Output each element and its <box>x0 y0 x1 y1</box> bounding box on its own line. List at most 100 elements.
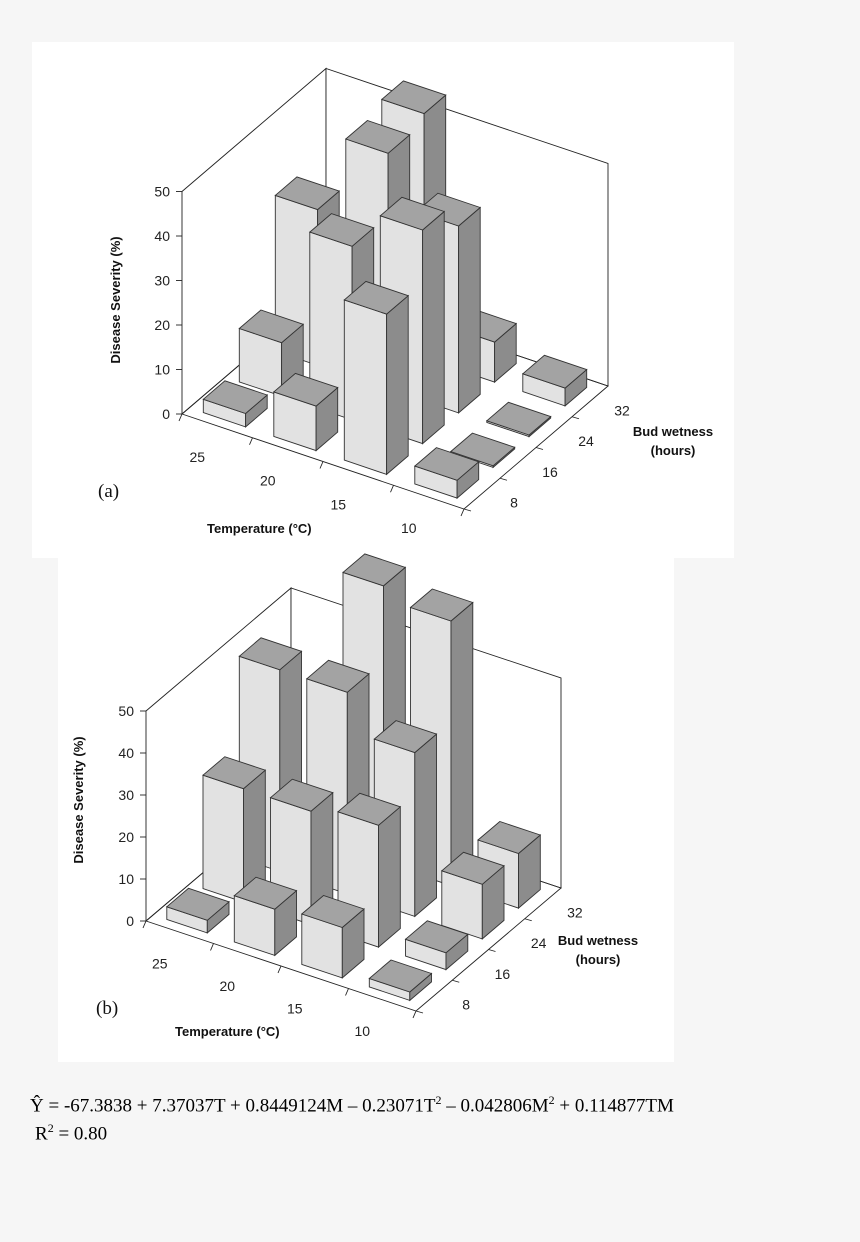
chart-a-z-tick-label: 30 <box>154 273 170 289</box>
eq-part-2: – 0.042806M <box>441 1095 549 1117</box>
panel-b: 0 10 20 30 40 50 25 20 15 10 8 16 24 32 Disease Severi… <box>58 553 674 1062</box>
bar-top-face <box>202 380 269 415</box>
chart-a-bar-T15-W8 <box>343 280 410 476</box>
bar-top-face <box>165 887 230 921</box>
chart-b-bar-T10-W8 <box>368 959 433 1002</box>
chart-a: 0 10 20 30 40 50 25 20 15 10 8 16 24 32 Disease Severi… <box>98 67 713 536</box>
eq-part-3: + 0.114877TM <box>554 1095 674 1117</box>
chart-b-bar-T15-W8 <box>300 894 365 979</box>
chart-b-x-tick <box>210 943 214 951</box>
r2-sup: 2 <box>47 1121 54 1135</box>
eq-yhat: Ŷ <box>30 1095 44 1117</box>
bar-top-face <box>440 851 505 885</box>
bar-top-face <box>521 354 588 389</box>
chart-a-y-axis-title: Bud wetness <box>633 424 713 439</box>
chart-b-y-tick-label: 16 <box>495 966 511 982</box>
chart-a-x-tick <box>249 437 253 445</box>
bar-top-face <box>238 637 303 671</box>
r-squared: R2 = 0.80 <box>35 1121 107 1145</box>
bar-top-face <box>300 894 365 929</box>
panel-a: 0 10 20 30 40 50 25 20 15 10 8 16 24 32 Disease Severi… <box>32 42 734 558</box>
bar-top-face <box>404 920 469 954</box>
chart-a-z-tick-label: 50 <box>154 184 170 200</box>
chart-a-bar-T20-W8 <box>272 372 339 452</box>
bar-top-face <box>373 720 438 754</box>
chart-b: 0 10 20 30 40 50 25 20 15 10 8 16 24 32 Disease Severi… <box>71 553 638 1039</box>
bar-top-face <box>413 447 480 481</box>
chart-b-bar-T25-W8 <box>165 887 230 934</box>
chart-b-y-axis-title: Bud wetness <box>558 933 638 948</box>
chart-a-x-tick <box>390 485 394 493</box>
bar-top-face <box>379 196 446 231</box>
chart-a-x-tick-label: 20 <box>260 473 276 489</box>
chart-b-x-tick-label: 15 <box>287 1000 303 1016</box>
bar-top-face <box>380 80 447 115</box>
chart-a-y-tick-label: 32 <box>614 402 630 418</box>
chart-a-z-tick-label: 10 <box>154 362 170 378</box>
chart-b-y-tick <box>488 949 496 952</box>
chart-b-panel-label: (b) <box>96 998 118 1019</box>
chart-a-x-tick <box>460 508 465 517</box>
bar-top-face <box>233 876 298 910</box>
chart-a-z-tick-label: 40 <box>154 228 170 244</box>
bar-side-face <box>386 294 409 476</box>
chart-b-y-tick-label: 24 <box>531 935 547 951</box>
chart-a-panel-label: (a) <box>98 481 119 502</box>
chart-b-x-tick-label: 25 <box>152 955 168 971</box>
chart-b-y-tick <box>415 1010 424 1014</box>
r2-label: R <box>35 1123 48 1145</box>
bar-top-face <box>409 588 474 622</box>
chart-b-y-tick <box>524 918 532 922</box>
eq-sup-1: 2 <box>435 1093 442 1107</box>
bar-top-face <box>274 176 341 211</box>
bar-top-face <box>343 280 410 315</box>
chart-b-y-tick <box>452 979 460 983</box>
bar-top-face <box>305 659 370 693</box>
chart-b-z-tick-label: 30 <box>118 787 134 803</box>
chart-a-x-tick-label: 25 <box>189 449 205 465</box>
chart-a-x-tick <box>178 413 183 422</box>
bar-front-face <box>202 774 244 903</box>
bar-front-face <box>343 299 388 476</box>
bar-top-face <box>477 820 542 855</box>
chart-a-x-tick-label: 10 <box>401 520 417 536</box>
bar-side-face <box>378 805 401 949</box>
bar-side-face <box>414 733 437 918</box>
chart-a-z-tick-label: 20 <box>154 317 170 333</box>
chart-a-y-tick <box>463 508 472 512</box>
chart-a-x-tick-label: 15 <box>330 496 346 512</box>
eq-part-1: = -67.3838 + 7.37037T + 0.8449124M – 0.2… <box>43 1095 436 1117</box>
chart-b-z-axis-title: Disease Severity (%) <box>71 736 86 863</box>
chart-a-z-tick-label: 0 <box>162 406 170 422</box>
chart-a-bar-T10-W8 <box>413 447 480 500</box>
chart-a-y-tick-label: 24 <box>578 433 594 449</box>
bar-top-face <box>485 401 552 436</box>
chart-a-y-tick-label: 16 <box>542 464 558 480</box>
chart-b-bar-T10-W16 <box>404 920 469 971</box>
chart-a-x-axis-title: Temperature (°C) <box>207 521 312 536</box>
chart-a-z-axis-title: Disease Severity (%) <box>108 236 123 363</box>
bar-side-face <box>458 206 481 414</box>
chart-b-x-tick-label: 20 <box>219 978 235 994</box>
chart-b-y-tick-label: 8 <box>462 997 470 1013</box>
bar-top-face <box>269 778 334 812</box>
chart-a-y-tick <box>535 447 544 450</box>
chart-b-bar-T20-W8 <box>233 876 298 957</box>
chart-b-x-tick <box>345 988 349 996</box>
chart-b-z-tick-label: 50 <box>118 703 134 719</box>
bar-top-face <box>202 756 267 790</box>
bar-top-face <box>344 119 411 154</box>
chart-a-y-tick-label: 8 <box>510 495 518 511</box>
chart-b-bar-T10-W24 <box>440 851 505 940</box>
bar-top-face <box>238 309 305 344</box>
chart-a-y-axis-title: (hours) <box>651 443 696 458</box>
chart-a-bar-T25-W8 <box>202 380 269 428</box>
bar-side-face <box>450 601 474 887</box>
chart-b-z-tick-label: 10 <box>118 871 134 887</box>
chart-b-x-tick-label: 10 <box>354 1023 370 1039</box>
chart-a-bar-T10-W24 <box>485 401 552 438</box>
chart-a-y-tick <box>571 416 580 420</box>
chart-b-x-tick <box>277 965 282 974</box>
bar-top-face <box>368 959 433 993</box>
chart-b-y-axis-title: (hours) <box>576 952 621 967</box>
